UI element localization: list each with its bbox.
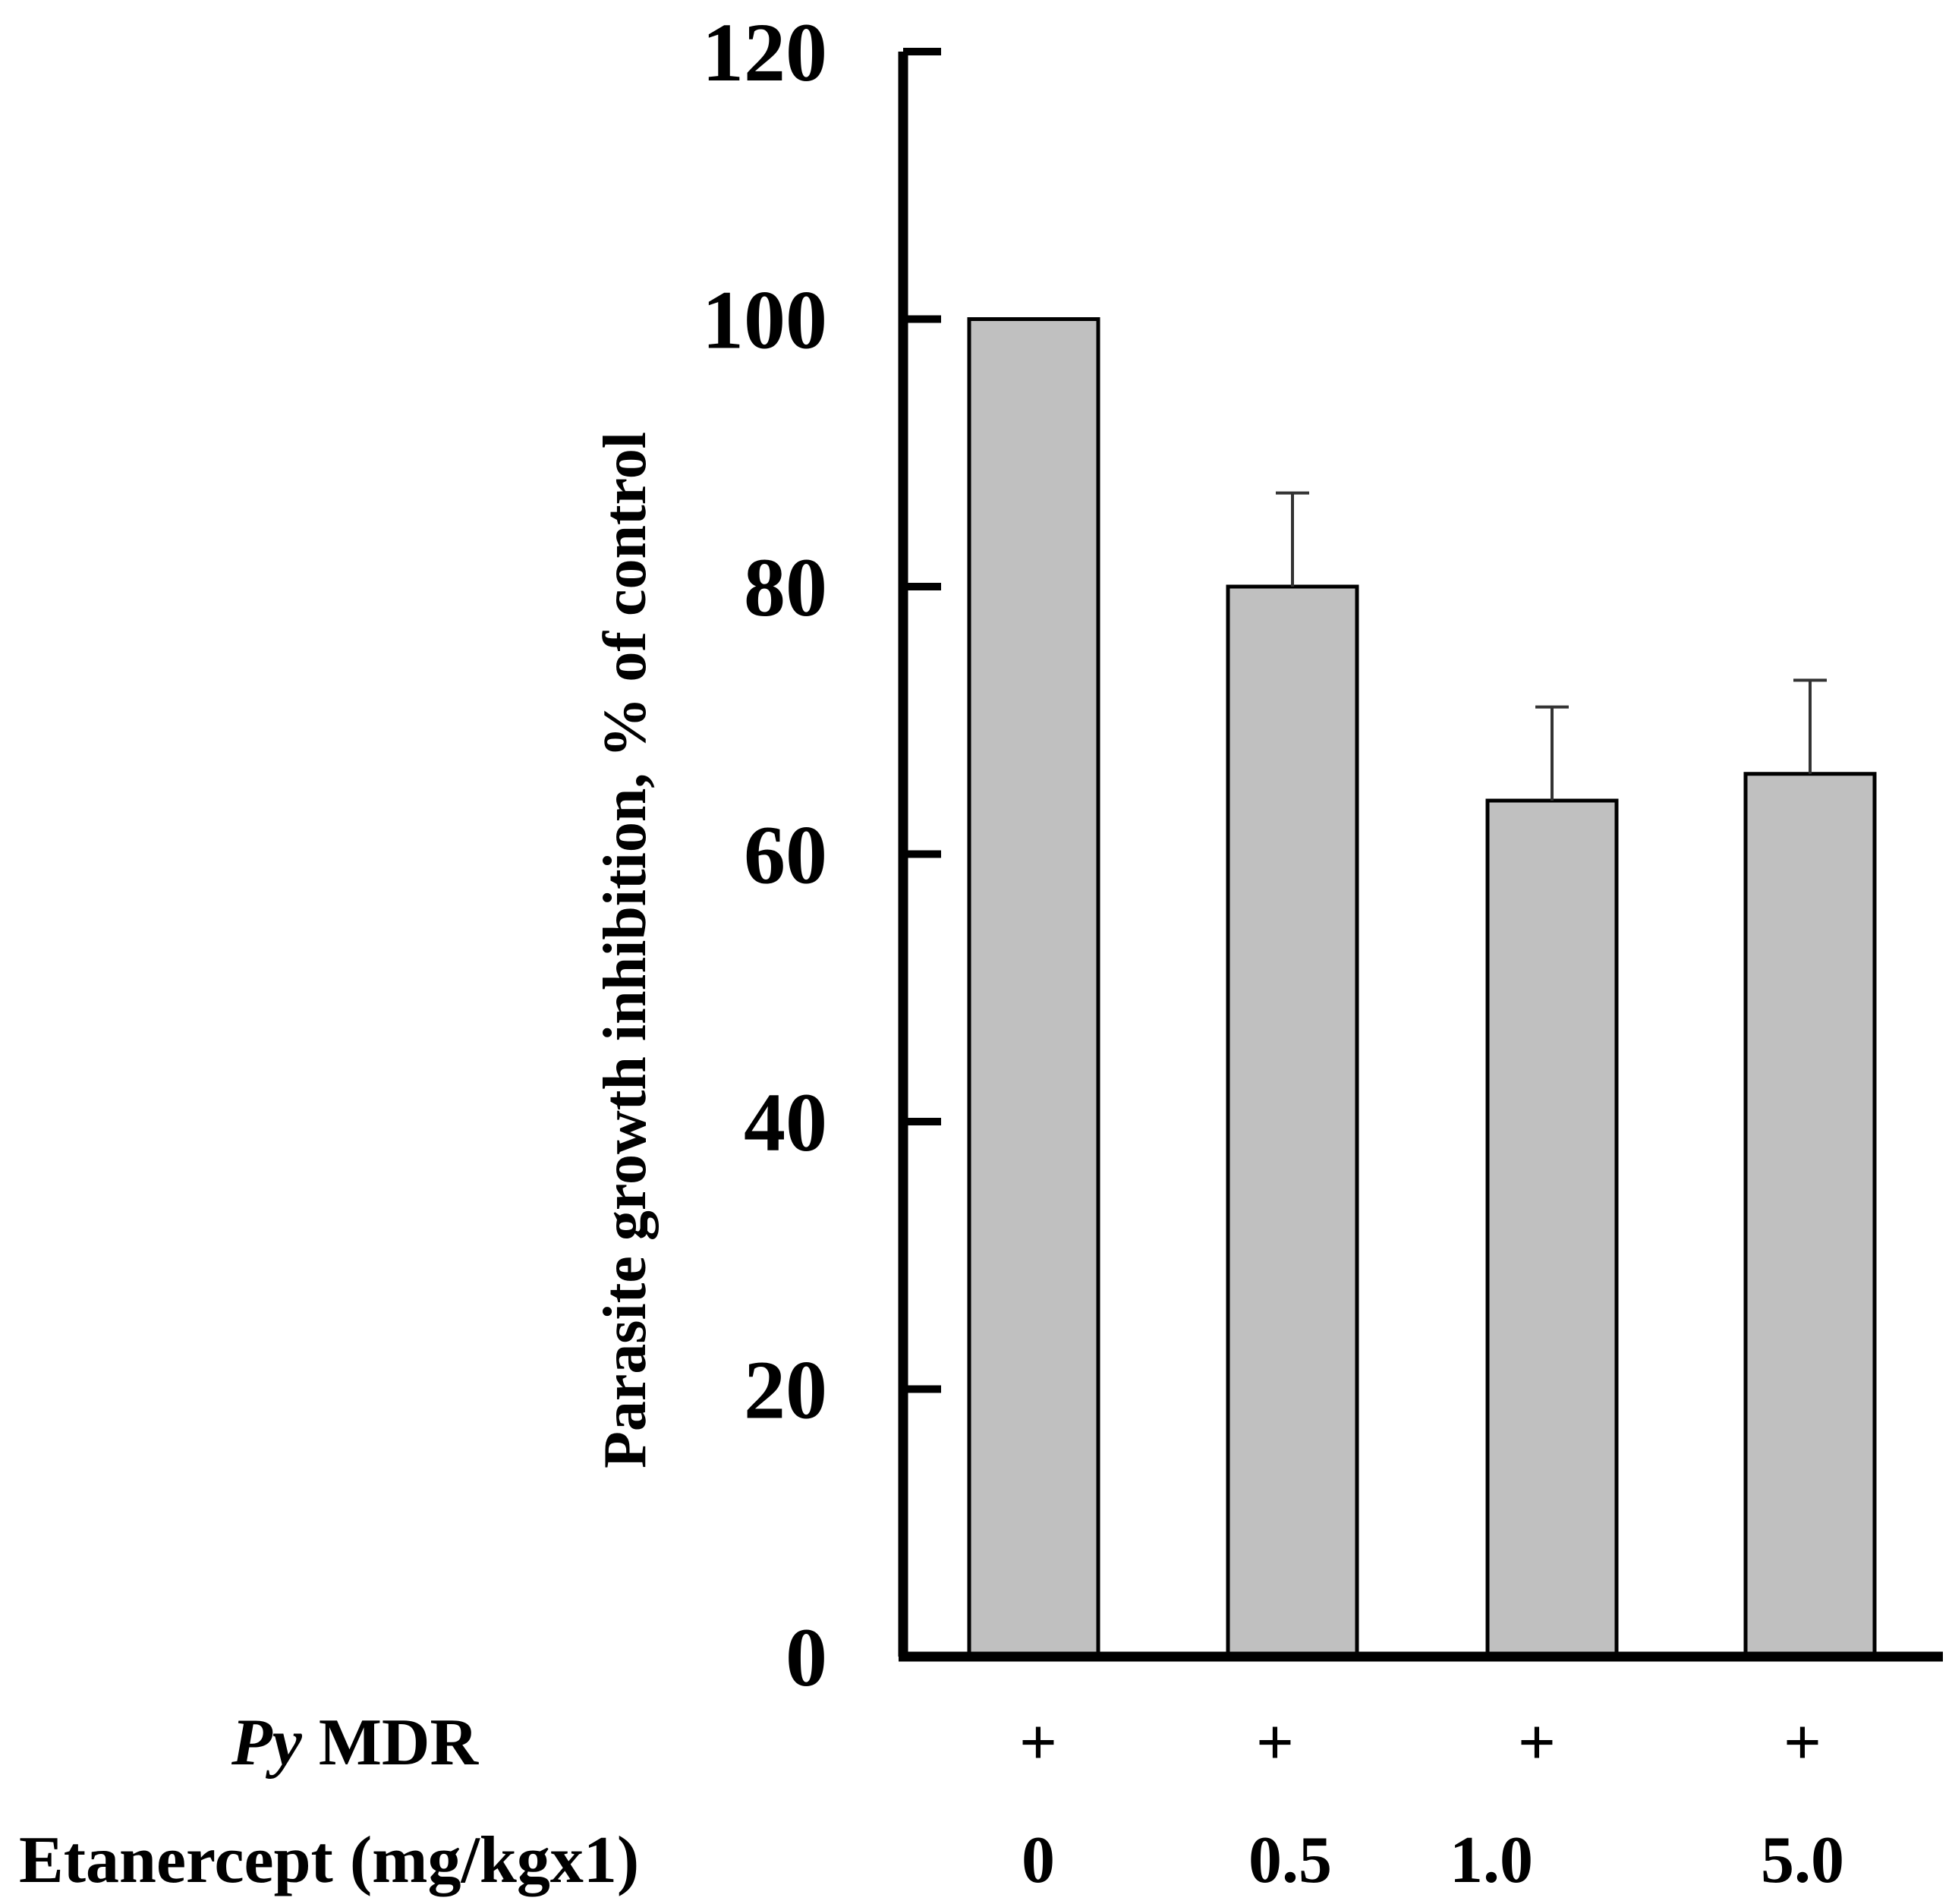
mdr-label: MDR	[302, 1706, 480, 1780]
y-axis-label: Parasite growth inhibition, % of control	[592, 432, 659, 1468]
y-tick-label: 120	[702, 6, 827, 99]
y-tick-label: 80	[744, 541, 827, 634]
bar	[967, 317, 1100, 1659]
etanercept-row-label: Etanercept (mg/kgx1)	[19, 1824, 639, 1897]
error-bar	[1276, 491, 1309, 587]
py-mdr-value: +	[1019, 1706, 1057, 1780]
error-bar	[1793, 678, 1827, 774]
bar	[1743, 772, 1877, 1659]
y-ticks	[903, 48, 941, 1660]
py-mdr-value: +	[1518, 1706, 1556, 1780]
y-tick-label: 60	[744, 809, 827, 902]
error-bar	[1535, 705, 1569, 801]
etanercept-value: 1.0	[1450, 1824, 1533, 1897]
py-label: Py	[231, 1706, 303, 1780]
py-mdr-value: +	[1784, 1706, 1821, 1780]
y-tick-label: 0	[786, 1611, 827, 1704]
bar	[1485, 798, 1619, 1659]
py-mdr-values: + + + +	[1019, 1706, 1821, 1780]
py-mdr-row-label: Py MDR	[231, 1706, 479, 1780]
bars	[967, 317, 1877, 1659]
y-tick-labels: 0 20 40 60 80 100 120	[702, 6, 827, 1704]
error-bars	[1276, 491, 1827, 801]
py-mdr-value: +	[1256, 1706, 1294, 1780]
y-tick-label: 20	[744, 1344, 827, 1437]
etanercept-value: 0.5	[1248, 1824, 1332, 1897]
bar	[1226, 584, 1359, 1659]
etanercept-values: 0 0.5 1.0 5.0	[1022, 1824, 1844, 1897]
etanercept-value: 5.0	[1761, 1824, 1844, 1897]
y-tick-label: 40	[744, 1076, 827, 1169]
y-tick-label: 100	[702, 274, 827, 367]
etanercept-value: 0	[1022, 1824, 1055, 1897]
